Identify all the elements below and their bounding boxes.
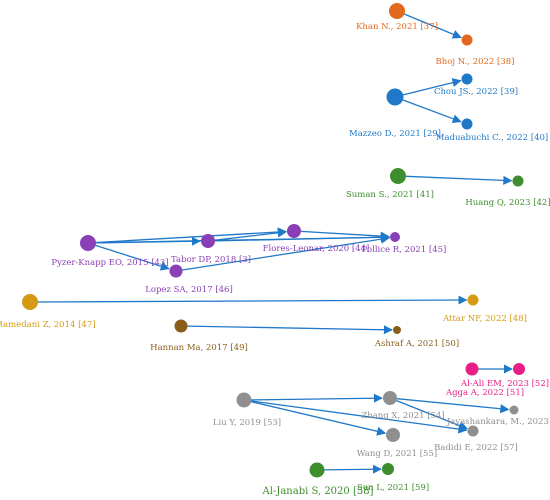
citation-edge-tabor-to-flores <box>214 228 288 241</box>
citation-edge-tabor-to-pollice <box>214 232 390 242</box>
node-lopez[interactable] <box>169 264 183 278</box>
node-hannan[interactable] <box>174 319 188 333</box>
citation-edge-zhang-to-jayashankara <box>396 398 510 414</box>
node-alali[interactable] <box>513 363 525 375</box>
citation-edge-liu-to-badidi <box>251 400 468 434</box>
citation-edge-hannan-to-ashraf <box>187 325 393 335</box>
node-label-ramedani: Ramedani Z, 2014 [47] <box>0 320 96 330</box>
node-label-liu: Liu Y, 2019 [53] <box>213 418 281 428</box>
node-liu[interactable] <box>236 392 252 408</box>
node-suman[interactable] <box>390 168 406 184</box>
citation-edge-mazzeo-to-maduabuchi <box>402 99 462 124</box>
citation-edge-flores-to-pollice <box>300 230 390 241</box>
node-label-wang: Wang D, 2021 [55] <box>357 449 437 459</box>
citation-edge-liu-to-zhang <box>251 393 383 403</box>
node-label-flores: Flores-Leonar, 2020 [44] <box>263 244 370 254</box>
node-tabor[interactable] <box>201 234 215 248</box>
node-agga[interactable] <box>465 362 479 376</box>
node-label-suman: Suman S., 2021 [41] <box>346 190 434 200</box>
node-label-attar: Attar NF, 2022 [48] <box>442 314 527 324</box>
node-label-aljanabi: Al-Janabi S, 2020 [58] <box>262 486 374 497</box>
citation-edge-zhang-to-badidi <box>396 399 468 430</box>
node-label-zhang: Zhang X, 2021 [54] <box>361 411 444 421</box>
node-label-tabor: Tabor DP, 2018 [3] <box>171 255 251 265</box>
citation-edge-khan-to-bhoj <box>404 13 462 39</box>
node-label-mazzeo: Mazzeo D., 2021 [29] <box>349 129 441 139</box>
node-label-sun: Sun L, 2021 [59] <box>357 483 429 493</box>
node-pollice[interactable] <box>390 232 400 242</box>
node-huang[interactable] <box>512 175 524 187</box>
node-attar[interactable] <box>467 294 479 306</box>
node-wang[interactable] <box>386 428 400 442</box>
node-label-ashraf: Ashraf A, 2021 [50] <box>374 339 459 349</box>
node-mazzeo[interactable] <box>386 88 404 106</box>
node-label-chou: Chou JS., 2022 [39] <box>434 87 518 97</box>
node-label-bhoj: Bhoj N., 2022 [38] <box>436 57 515 67</box>
node-label-jayashankara: Jayashankara, M., 2023 [56] <box>446 417 550 427</box>
labels-layer: Khan N., 2021 [37] Bhoj N., 2022 [38] Mazz… <box>0 22 550 497</box>
node-label-pyzer: Pyzer-Knapp EO, 2015 [43] <box>51 258 168 268</box>
node-label-maduabuchi: Maduabuchi C., 2022 [40] <box>436 133 548 143</box>
node-label-lopez: Lopez SA, 2017 [46] <box>145 285 233 295</box>
node-aljanabi[interactable] <box>309 462 325 478</box>
citation-edge-pyzer-to-flores <box>95 227 287 244</box>
node-label-hannan: Hannan Ma, 2017 [49] <box>150 343 248 353</box>
citation-edge-ramedani-to-attar <box>37 295 468 305</box>
node-bhoj[interactable] <box>461 34 473 46</box>
node-label-khan: Khan N., 2021 [37] <box>356 22 438 32</box>
node-ramedani[interactable] <box>22 294 38 310</box>
citation-edge-mazzeo-to-chou <box>403 78 462 96</box>
node-sun[interactable] <box>382 463 394 475</box>
node-label-pollice: Pollice R, 2021 [45] <box>362 245 447 255</box>
node-label-agga: Agga A, 2022 [51] <box>445 388 524 398</box>
node-flores[interactable] <box>287 224 301 238</box>
node-badidi[interactable] <box>467 425 479 437</box>
citation-edge-pyzer-to-lopez <box>95 244 170 271</box>
node-label-badidi: Badidi E, 2022 [57] <box>434 443 518 453</box>
citation-edge-liu-to-wang <box>251 401 387 436</box>
node-khan[interactable] <box>389 3 405 19</box>
node-pyzer[interactable] <box>80 235 96 251</box>
node-label-huang: Huang Q, 2023 [42] <box>465 198 550 208</box>
node-maduabuchi[interactable] <box>461 118 473 130</box>
citation-edge-suman-to-huang <box>405 175 513 185</box>
node-ashraf[interactable] <box>393 326 401 334</box>
node-zhang[interactable] <box>383 391 397 405</box>
citation-edge-lopez-to-pollice <box>182 234 390 271</box>
node-label-alali: Al-Ali EM, 2023 [52] <box>460 379 549 389</box>
node-jayashankara[interactable] <box>509 405 519 415</box>
nodes-layer <box>22 3 525 478</box>
citation-edge-aljanabi-to-sun <box>324 464 382 474</box>
edges-layer <box>37 13 513 474</box>
node-chou[interactable] <box>461 73 473 85</box>
